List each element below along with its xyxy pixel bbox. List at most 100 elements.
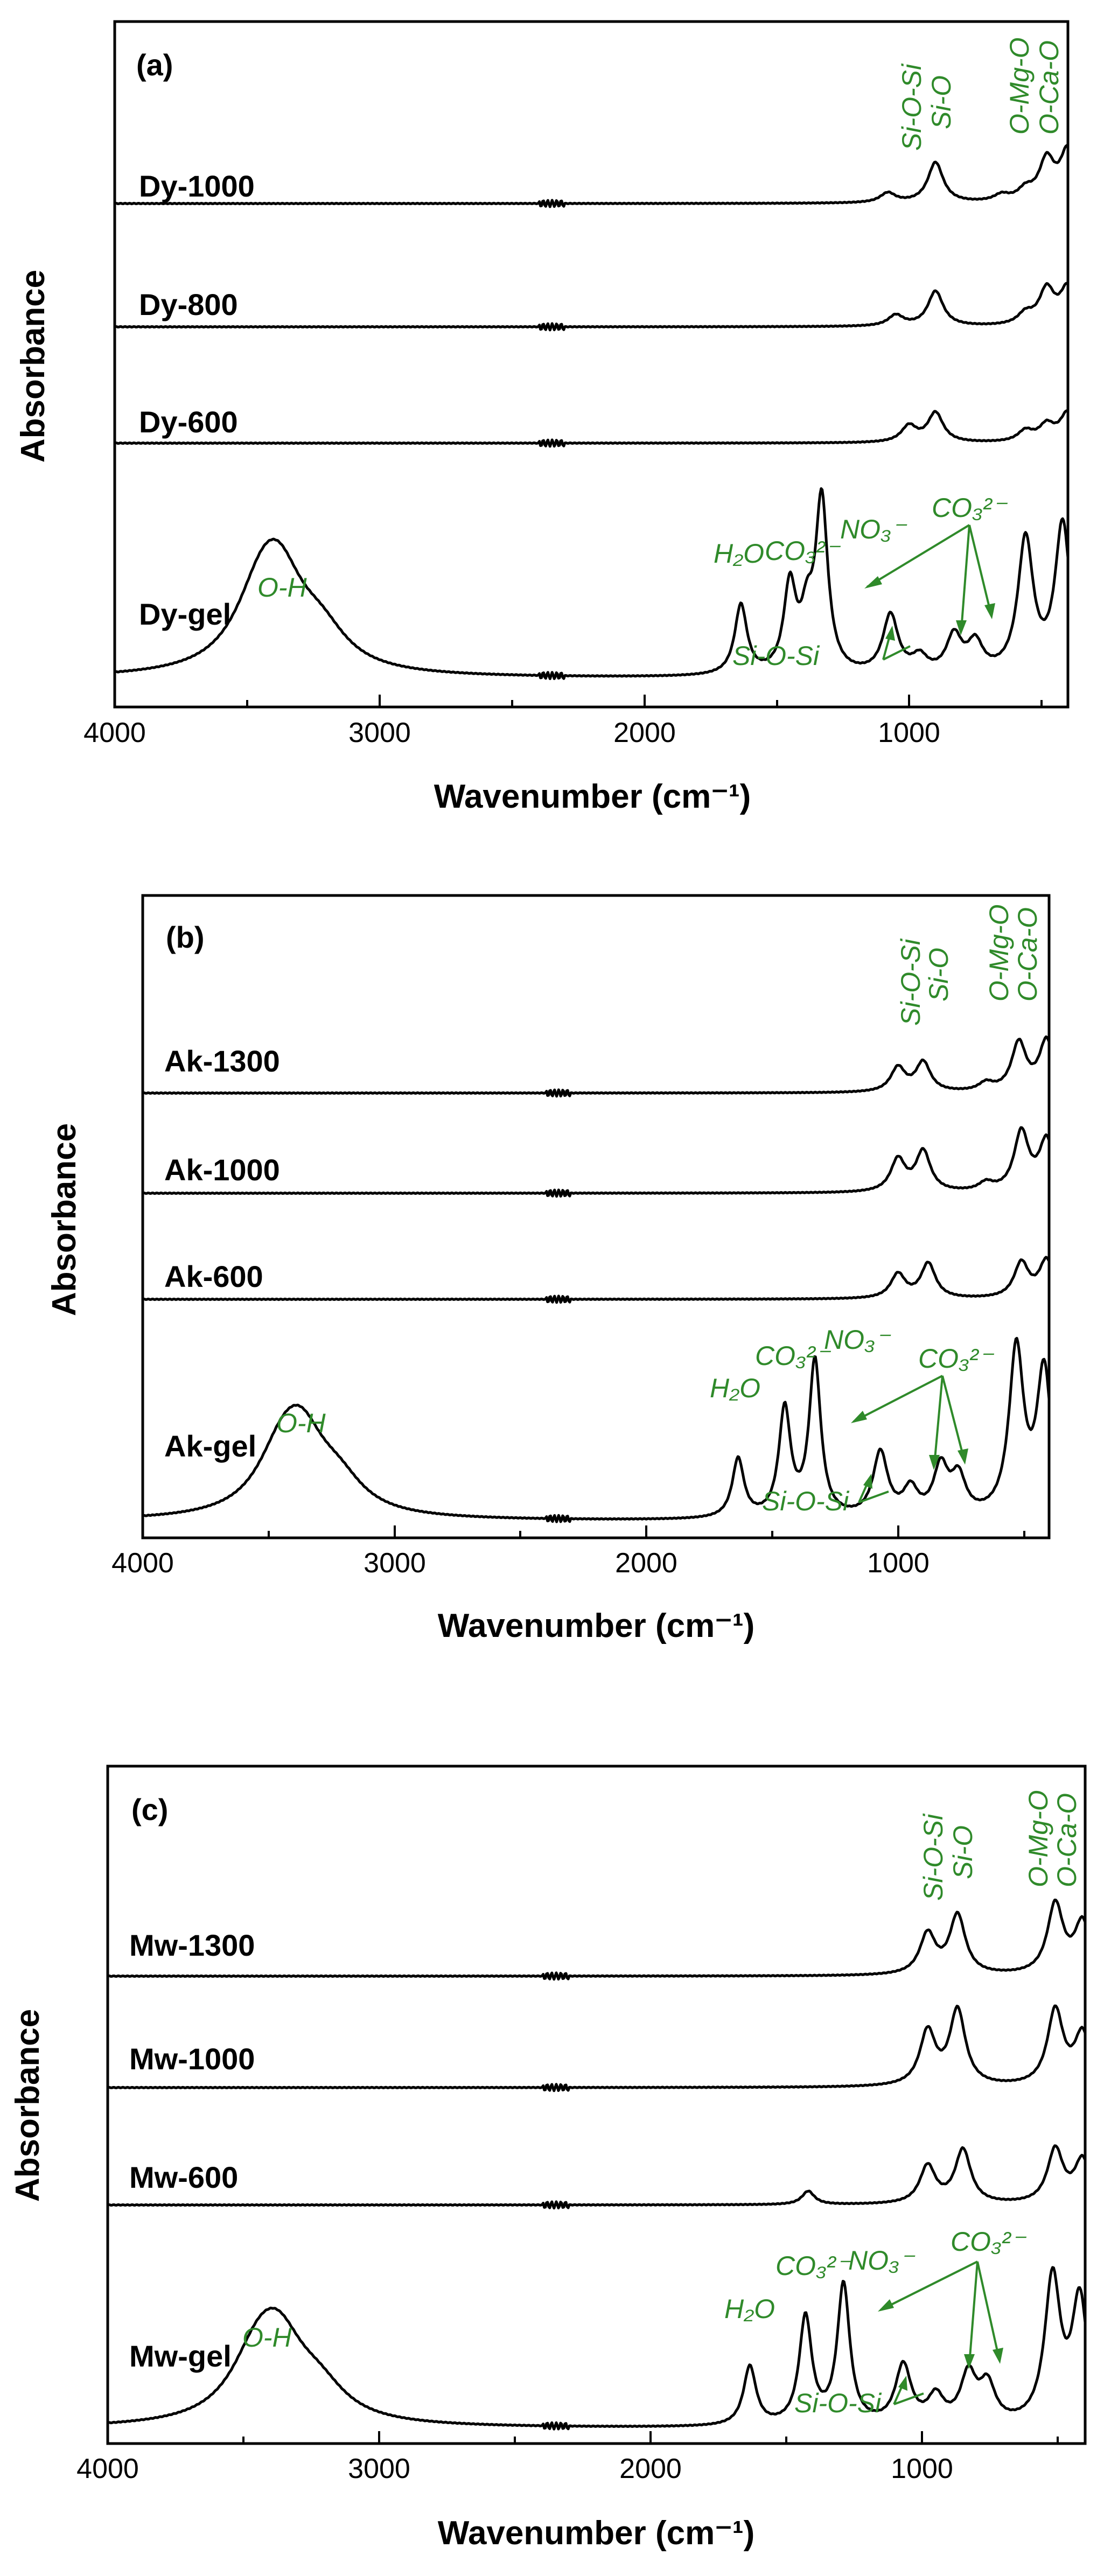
annotation-co3: CO₃²⁻ xyxy=(755,1341,831,1371)
series-label-ak-600: Ak-600 xyxy=(164,1259,263,1293)
series-line-ak-600 xyxy=(142,1256,1051,1304)
arrowhead xyxy=(864,576,882,589)
panel-a: (a) Absorbance Wavenumber (cm⁻¹) 4000 30… xyxy=(15,20,1070,815)
panel-b-ticklabel: 3000 xyxy=(364,1548,426,1579)
arrow xyxy=(893,2392,924,2405)
panel-c-ticklabel: 1000 xyxy=(891,2453,953,2484)
panel-a-ticklabel: 1000 xyxy=(878,717,940,748)
arrow xyxy=(883,645,911,661)
annotation-h2o: H₂O xyxy=(710,1373,760,1403)
arrowhead xyxy=(851,1411,867,1423)
arrow xyxy=(941,1375,965,1460)
series-label-ak-1000: Ak-1000 xyxy=(164,1153,280,1187)
series-label-dy-800: Dy-800 xyxy=(139,288,238,321)
annotation-si-o-si: Si-O-Si xyxy=(896,938,926,1026)
series-label-mw-1000: Mw-1000 xyxy=(129,2042,255,2076)
panel-a-label: (a) xyxy=(136,48,173,82)
arrow xyxy=(968,2261,979,2364)
annotation-no3: NO₃⁻ xyxy=(848,2245,916,2276)
series-label-mw-gel: Mw-gel xyxy=(129,2339,232,2373)
series-line-dy-800 xyxy=(114,282,1068,332)
panel-c-arrows xyxy=(878,2260,1003,2405)
panel-b-ticklabel: 4000 xyxy=(111,1548,174,1579)
annotation-h2o: H₂O xyxy=(714,538,764,569)
panel-c-ylabel: Absorbance xyxy=(9,2009,46,2202)
arrow xyxy=(853,1375,943,1423)
annotation-co3: CO₃²⁻ xyxy=(765,536,841,566)
annotation-si-o-si: Si-O-Si xyxy=(918,1813,948,1901)
series-label-ak-1300: Ak-1300 xyxy=(164,1044,280,1078)
arrowhead xyxy=(885,626,895,641)
arrow xyxy=(933,1375,944,1465)
annotation-o-mg-o: O-Mg-O xyxy=(1004,37,1035,135)
annotation-no3: NO₃⁻ xyxy=(840,514,907,544)
panel-b: (b) Absorbance Wavenumber (cm⁻¹) 4000 30… xyxy=(46,894,1051,1644)
annotation-si-o-si-lower: Si-O-Si xyxy=(762,1486,850,1516)
panel-a-xaxis: 4000 3000 2000 1000 xyxy=(83,695,1043,748)
series-label-dy-1000: Dy-1000 xyxy=(139,169,255,203)
series-line-ak-1300 xyxy=(142,1035,1051,1098)
panel-b-ticklabel: 1000 xyxy=(867,1548,930,1579)
annotation-o-ca-o: O-Ca-O xyxy=(1034,40,1064,135)
annotation-si-o: Si-O xyxy=(948,1825,978,1879)
panel-c-ticklabel: 4000 xyxy=(76,2453,139,2484)
annotation-o-ca-o: O-Ca-O xyxy=(1052,1793,1082,1887)
annotation-si-o-si-lower: Si-O-Si xyxy=(794,2388,882,2418)
arrowhead xyxy=(898,2376,907,2391)
arrowhead xyxy=(863,1474,872,1489)
panel-c-frame xyxy=(106,1765,1087,2445)
annotation-co3-right: CO₃²⁻ xyxy=(951,2227,1026,2257)
panel-a-ylabel: Absorbance xyxy=(15,270,52,463)
series-label-dy-gel: Dy-gel xyxy=(139,597,231,631)
arrow xyxy=(968,524,992,614)
panel-b-ticklabel: 2000 xyxy=(615,1548,677,1579)
series-line-dy-gel xyxy=(114,487,1070,680)
panel-b-label: (b) xyxy=(166,920,205,954)
annotation-co3: CO₃²⁻ xyxy=(775,2251,851,2281)
panel-a-xlabel: Wavenumber (cm⁻¹) xyxy=(434,778,751,815)
series-label-mw-1300: Mw-1300 xyxy=(129,1928,255,1962)
panel-c-label: (c) xyxy=(131,1793,168,1826)
panel-c: (c) Absorbance Wavenumber (cm⁻¹) 4000 30… xyxy=(9,1765,1087,2552)
annotation-o-h: O-H xyxy=(276,1408,326,1438)
arrowhead xyxy=(984,603,995,619)
arrow xyxy=(866,524,970,588)
panel-a-ticklabel: 2000 xyxy=(613,717,676,748)
annotation-si-o: Si-O xyxy=(924,948,954,1002)
panel-c-xaxis: 4000 3000 2000 1000 xyxy=(76,2431,1059,2484)
panel-b-xlabel: Wavenumber (cm⁻¹) xyxy=(438,1607,755,1644)
arrowhead xyxy=(958,1448,968,1465)
panel-a-arrows xyxy=(864,524,995,661)
series-label-mw-600: Mw-600 xyxy=(129,2160,238,2194)
series-label-dy-600: Dy-600 xyxy=(139,405,238,439)
annotation-o-ca-o: O-Ca-O xyxy=(1012,907,1043,1002)
arrowhead xyxy=(964,2354,975,2369)
annotation-co3-right: CO₃²⁻ xyxy=(932,493,1008,523)
panel-b-xaxis: 4000 3000 2000 1000 xyxy=(111,1525,1025,1579)
panel-c-ticklabel: 2000 xyxy=(619,2453,682,2484)
annotation-si-o-si: Si-O-Si xyxy=(897,63,927,151)
arrow xyxy=(858,1490,889,1503)
panel-c-ticklabel: 3000 xyxy=(348,2453,410,2484)
annotation-si-o-si-lower: Si-O-Si xyxy=(732,641,820,671)
annotation-no3: NO₃⁻ xyxy=(824,1325,891,1355)
panel-b-frame xyxy=(141,894,1051,1539)
arrow xyxy=(880,2260,978,2311)
annotation-o-mg-o: O-Mg-O xyxy=(984,904,1014,1002)
series-line-mw-1300 xyxy=(107,1899,1087,1981)
panel-b-ylabel: Absorbance xyxy=(46,1123,83,1316)
panel-a-ticklabel: 3000 xyxy=(348,717,411,748)
series-label-ak-gel: Ak-gel xyxy=(164,1429,256,1463)
annotation-co3-right: CO₃²⁻ xyxy=(918,1343,994,1374)
arrowhead xyxy=(993,2348,1003,2364)
panel-c-xlabel: Wavenumber (cm⁻¹) xyxy=(438,2515,755,2552)
series-line-dy-600 xyxy=(114,409,1068,448)
annotation-o-h: O-H xyxy=(242,2322,292,2353)
arrowhead xyxy=(956,620,967,635)
arrowhead xyxy=(878,2299,894,2312)
series-line-dy-1000 xyxy=(114,144,1068,208)
series-line-mw-1000 xyxy=(107,2004,1087,2092)
annotation-o-mg-o: O-Mg-O xyxy=(1023,1790,1053,1887)
